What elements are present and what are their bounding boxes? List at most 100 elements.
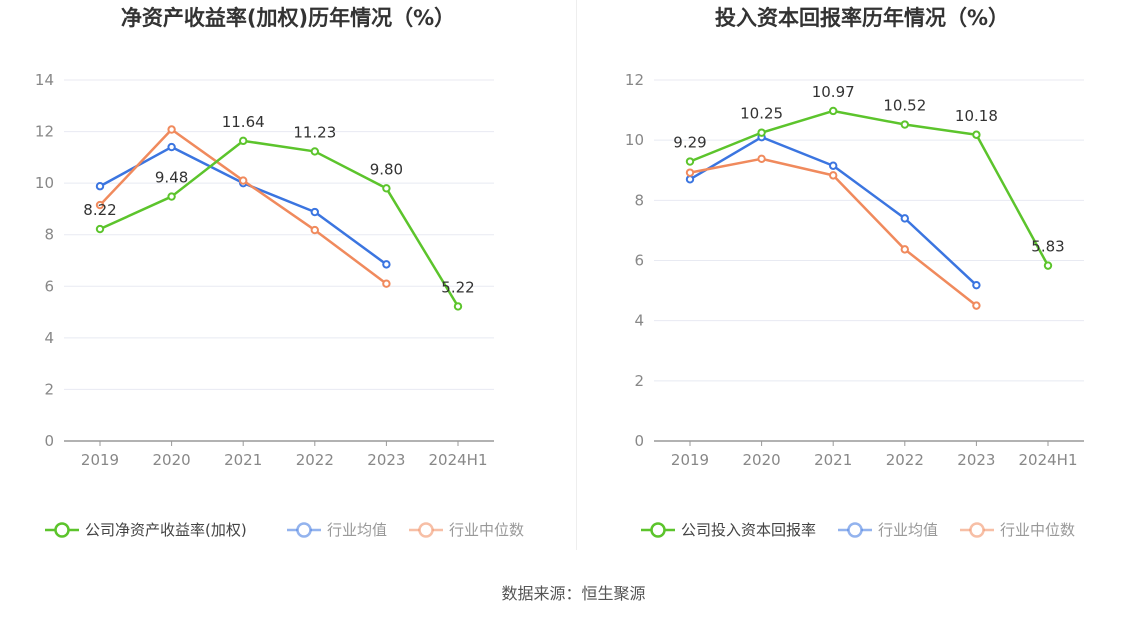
data-label: 11.23	[293, 123, 336, 141]
data-label: 9.48	[155, 169, 188, 187]
legend-marker	[847, 522, 863, 538]
chart-title: 净资产收益率(加权)历年情况（%）	[121, 6, 455, 30]
data-point[interactable]	[167, 192, 176, 201]
data-label: 5.22	[441, 278, 474, 296]
y-tick-label: 6	[44, 277, 54, 295]
data-point[interactable]	[972, 301, 981, 310]
data-label: 9.29	[673, 134, 706, 152]
data-point[interactable]	[382, 260, 391, 269]
legend-item[interactable]: 公司净资产收益率(加权)	[45, 521, 247, 539]
roic-chart: 投入资本回报率历年情况（%） 0 2 4 6 8 10 12 2019 2020 2021 2022…	[625, 6, 1084, 539]
legend-marker	[650, 522, 666, 538]
data-point[interactable]	[453, 302, 463, 311]
legend-item[interactable]: 行业中位数	[409, 521, 524, 539]
data-point[interactable]	[972, 130, 981, 139]
data-source-note: 数据来源：恒生聚源	[501, 584, 646, 603]
data-point[interactable]	[239, 136, 248, 146]
legend-label: 公司投入资本回报率	[681, 521, 816, 539]
y-tick-label: 4	[634, 312, 644, 330]
legend-item[interactable]: 行业均值	[838, 521, 938, 539]
x-tick-label: 2023	[367, 451, 405, 469]
legend-label: 行业均值	[878, 521, 938, 539]
data-point[interactable]	[900, 214, 909, 223]
legend-item[interactable]: 行业中位数	[960, 521, 1075, 539]
data-label: 10.52	[883, 97, 926, 115]
data-label: 11.64	[222, 113, 265, 131]
legend-marker	[296, 522, 312, 538]
data-label: 10.25	[740, 105, 783, 123]
x-tick-label: 2023	[957, 451, 995, 469]
y-tick-label: 6	[634, 252, 644, 270]
data-point[interactable]	[685, 175, 695, 184]
data-point[interactable]	[829, 106, 838, 116]
x-tick-label: 2020	[153, 451, 191, 469]
legend-item[interactable]: 公司投入资本回报率	[641, 521, 816, 539]
data-point[interactable]	[239, 176, 248, 185]
series-line	[99, 139, 460, 308]
x-tick-label: 2021	[814, 451, 852, 469]
data-point[interactable]	[95, 224, 105, 234]
y-tick-label: 4	[44, 329, 54, 347]
data-point[interactable]	[310, 147, 319, 156]
x-tick-label: 2019	[81, 451, 119, 469]
data-label: 10.18	[955, 107, 998, 125]
legend-marker	[418, 522, 434, 538]
data-point[interactable]	[757, 154, 766, 164]
chart-divider	[576, 0, 577, 550]
data-label: 8.22	[83, 201, 116, 219]
x-tick-label: 2019	[671, 451, 709, 469]
x-tick-label: 2022	[886, 451, 924, 469]
data-point[interactable]	[382, 279, 391, 288]
data-label: 9.80	[370, 160, 403, 178]
data-point[interactable]	[95, 182, 105, 191]
data-point[interactable]	[900, 245, 909, 254]
legend-label: 行业均值	[327, 521, 387, 539]
data-point[interactable]	[972, 280, 981, 290]
chart-title: 投入资本回报率历年情况（%）	[715, 6, 1009, 30]
data-label: 5.83	[1031, 238, 1064, 256]
y-tick-label: 14	[35, 71, 54, 89]
y-tick-label: 2	[44, 380, 54, 398]
series-line	[99, 145, 388, 266]
y-tick-label: 8	[634, 191, 644, 209]
y-tick-label: 2	[634, 372, 644, 390]
data-point[interactable]	[900, 120, 909, 129]
data-point[interactable]	[1043, 261, 1053, 270]
data-point[interactable]	[685, 168, 695, 177]
data-point[interactable]	[95, 200, 105, 210]
x-tick-label: 2022	[296, 451, 334, 469]
x-tick-label: 2024H1	[429, 451, 488, 469]
y-tick-label: 8	[44, 226, 54, 244]
data-point[interactable]	[167, 125, 176, 134]
series-line	[689, 135, 978, 287]
y-tick-label: 12	[35, 123, 54, 141]
roe-chart: 净资产收益率(加权)历年情况（%） 0 2 4 6 8 10 12 14 2019 2020 202…	[35, 6, 524, 539]
legend-marker	[54, 522, 70, 538]
y-tick-label: 0	[44, 432, 54, 450]
data-point[interactable]	[310, 225, 319, 235]
legend-item[interactable]: 行业均值	[287, 521, 387, 539]
legend-label: 行业中位数	[449, 521, 524, 539]
y-tick-label: 0	[634, 432, 644, 450]
data-point[interactable]	[829, 161, 838, 170]
legend-marker	[969, 522, 985, 538]
series-line	[99, 128, 388, 285]
x-tick-label: 2024H1	[1019, 451, 1078, 469]
data-label: 10.97	[812, 83, 855, 101]
y-tick-label: 12	[625, 71, 644, 89]
x-tick-label: 2021	[224, 451, 262, 469]
data-point[interactable]	[829, 171, 838, 180]
x-tick-label: 2020	[743, 451, 781, 469]
data-point[interactable]	[167, 142, 176, 152]
legend-label: 公司净资产收益率(加权)	[85, 521, 247, 539]
data-point[interactable]	[757, 128, 766, 137]
legend-label: 行业中位数	[1000, 521, 1075, 539]
data-point[interactable]	[382, 184, 391, 193]
data-point[interactable]	[685, 157, 695, 166]
series-line	[689, 109, 1050, 267]
data-point[interactable]	[310, 207, 319, 217]
y-tick-label: 10	[625, 131, 644, 149]
series-line	[689, 157, 978, 307]
y-tick-label: 10	[35, 174, 54, 192]
